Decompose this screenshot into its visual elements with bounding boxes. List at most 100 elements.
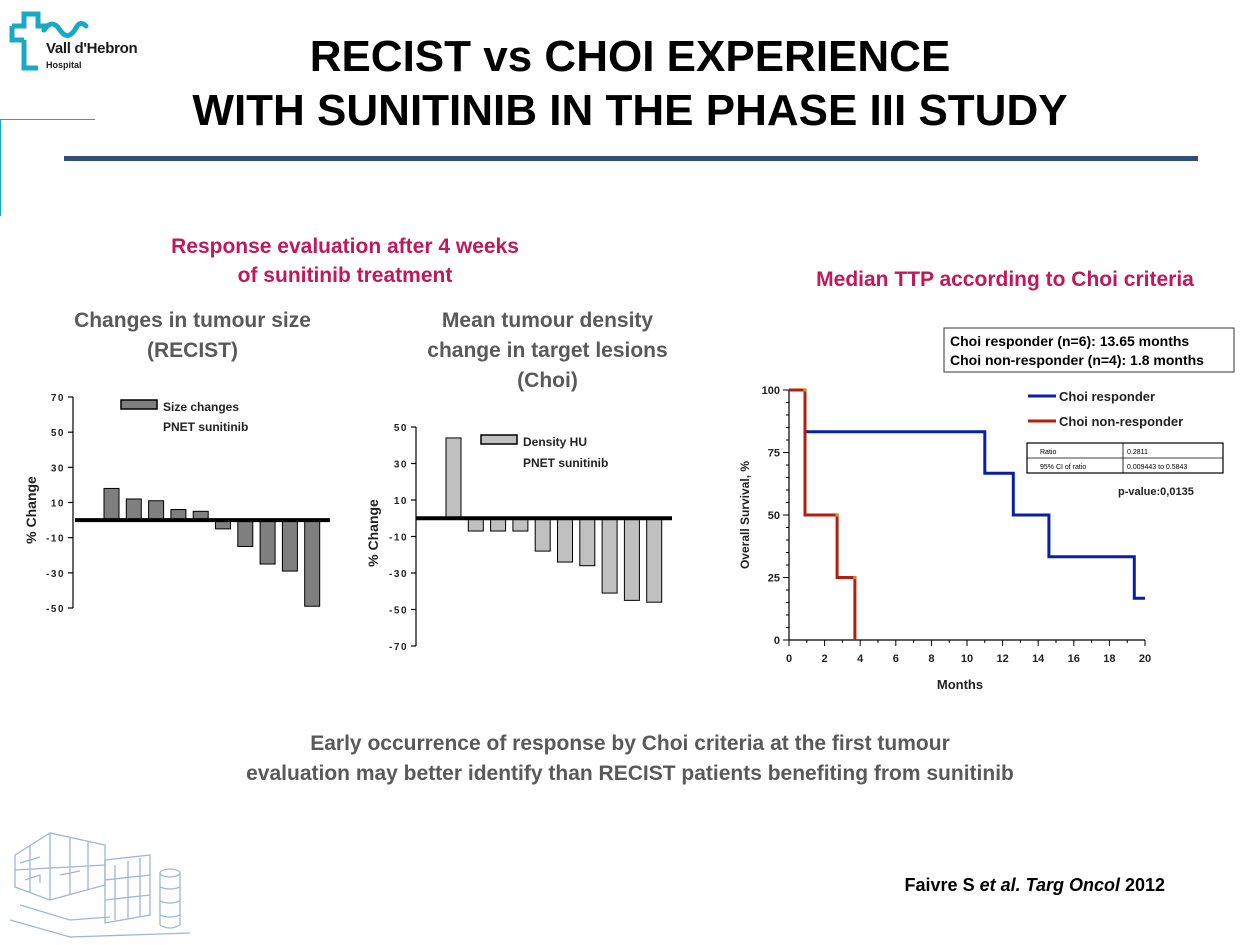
logo-wave-icon <box>41 20 89 38</box>
km-stats-ratio-value: 0.2811 <box>1127 449 1148 456</box>
choi-heading-line-1: Mean tumour density <box>441 309 654 332</box>
recist-legend-sub: PNET sunitinib <box>163 420 248 434</box>
recist-bars <box>75 487 330 607</box>
choi-y-tick-label: -50 <box>389 606 408 617</box>
choi-y-tick-label: 50 <box>394 423 408 434</box>
response-evaluation-line-1: Response evaluation after 4 weeks <box>171 235 519 258</box>
recist-axes: 70 50 30 10 -10 -30 -50 <box>46 393 74 615</box>
choi-bar <box>646 517 663 603</box>
logo-name: Vall d'Hebron <box>46 40 138 57</box>
choi-density-bar-chart: 50 30 10 -10 -30 -50 -70 % Change Density HU P… <box>365 423 672 653</box>
choi-y-tick-label: -10 <box>389 533 408 544</box>
citation-etal: et al. <box>979 875 1021 895</box>
km-y-tick-label: 75 <box>768 448 780 460</box>
recist-heading-line-2: (RECIST) <box>147 339 238 362</box>
km-y-tick-label: 100 <box>762 385 780 397</box>
logo-subtitle: Hospital <box>46 60 82 70</box>
recist-bar <box>259 519 276 565</box>
choi-legend-sub: PNET sunitinib <box>523 456 608 470</box>
choi-y-tick-label: 10 <box>394 496 408 507</box>
slide-title: RECIST vs CHOI EXPERIENCE WITH SUNITINIB… <box>130 30 1130 138</box>
km-stats-ci-value: 0.009443 to 0.5843 <box>1127 464 1187 471</box>
choi-chart-heading: Mean tumour density change in target les… <box>390 306 705 396</box>
choi-bar <box>623 517 640 601</box>
km-y-tick-label: 50 <box>768 510 780 522</box>
recist-bar <box>304 519 321 607</box>
km-x-tick-label: 2 <box>822 653 828 665</box>
km-p-value: p-value:0,0135 <box>1118 486 1194 498</box>
km-summary-box <box>943 327 1235 373</box>
km-line-non-responder <box>789 388 857 640</box>
km-x-tick-label: 20 <box>1139 653 1151 665</box>
citation-journal: Targ Oncol <box>1020 875 1120 895</box>
title-underline <box>64 156 1198 161</box>
recist-legend-swatch <box>120 399 158 410</box>
km-lines <box>789 388 1145 640</box>
choi-heading-line-2: change in target lesions <box>427 339 668 362</box>
choi-axes: 50 30 10 -10 -30 -50 -70 <box>389 423 417 653</box>
choi-bar <box>534 517 551 552</box>
km-summary-line-1: Choi responder (n=6): 13.65 months <box>950 333 1189 349</box>
choi-bar <box>557 517 573 563</box>
km-censor-mark <box>803 388 807 392</box>
recist-y-tick-label: 10 <box>51 499 65 510</box>
choi-bar <box>579 517 596 567</box>
km-x-tick-label: 14 <box>1032 653 1045 665</box>
hospital-building-illustration <box>10 832 191 938</box>
median-ttp-heading: Median TTP according to Choi criteria <box>816 268 1194 291</box>
km-x-label: Months <box>937 677 983 692</box>
recist-bar <box>237 519 254 547</box>
choi-bar <box>445 437 462 519</box>
km-x-tick-label: 6 <box>893 653 899 665</box>
km-x-tick-label: 12 <box>996 653 1008 665</box>
ttp-kaplan-meier-chart: Choi responder (n=6): 13.65 months Choi … <box>738 327 1235 692</box>
choi-y-tick-label: -70 <box>389 642 408 653</box>
conclusion-line-2: evaluation may better identify than RECI… <box>246 762 1014 785</box>
km-legend-nonresponder-label: Choi non-responder <box>1059 414 1183 429</box>
choi-y-tick-label: 30 <box>394 460 408 471</box>
conclusion-line-1: Early occurrence of response by Choi cri… <box>310 732 950 755</box>
km-axes: 0 25 50 75 100 0 2 4 6 8 10 12 14 16 18 20 <box>762 385 1151 665</box>
km-summary-line-2: Choi non-responder (n=4): 1.8 months <box>950 352 1204 368</box>
recist-y-tick-label: 30 <box>51 463 65 474</box>
response-evaluation-heading: Response evaluation after 4 weeks of sun… <box>120 232 570 290</box>
choi-bars <box>416 437 672 603</box>
recist-heading-line-1: Changes in tumour size <box>74 309 311 332</box>
choi-legend-swatch <box>480 434 518 445</box>
km-legend-responder-label: Choi responder <box>1059 389 1155 404</box>
km-y-label: Overall Survival, % <box>738 461 752 569</box>
km-y-tick-label: 25 <box>768 573 780 585</box>
response-evaluation-line-2: of sunitinib treatment <box>237 264 453 287</box>
citation-year: 2012 <box>1119 875 1165 895</box>
choi-legend-label: Density HU <box>523 435 587 449</box>
recist-y-tick-label: 70 <box>51 393 65 404</box>
km-censor-mark <box>853 575 857 580</box>
km-y-tick-label: 0 <box>774 635 780 647</box>
recist-bar <box>281 519 298 572</box>
recist-y-tick-label: -30 <box>46 569 65 580</box>
recist-chart-heading: Changes in tumour size (RECIST) <box>40 306 345 366</box>
conclusion-text: Early occurrence of response by Choi cri… <box>150 729 1110 789</box>
recist-y-tick-label: 50 <box>51 428 65 439</box>
choi-y-tick-label: -30 <box>389 569 408 580</box>
choi-bar <box>601 517 618 594</box>
choi-heading-line-3: (Choi) <box>517 369 578 392</box>
km-censor-mark <box>835 513 839 517</box>
recist-bar <box>148 500 165 521</box>
vall-dhebron-logo <box>9 11 89 71</box>
km-x-tick-label: 8 <box>928 653 934 665</box>
decorative-line-vertical <box>0 120 1 216</box>
logo-cross-icon <box>9 11 48 71</box>
slide-title-line-1: RECIST vs CHOI EXPERIENCE <box>309 32 951 81</box>
km-stats-ratio-label: Ratio <box>1040 449 1056 456</box>
recist-y-tick-label: -50 <box>46 604 65 615</box>
km-x-tick-label: 16 <box>1068 653 1080 665</box>
km-x-tick-label: 0 <box>786 653 792 665</box>
km-x-tick-label: 4 <box>857 653 864 665</box>
recist-y-label: % Change <box>23 476 39 544</box>
citation-author: Faivre S <box>904 875 980 895</box>
recist-legend-label: Size changes <box>163 400 239 414</box>
citation: Faivre S et al. Targ Oncol 2012 <box>830 875 1165 896</box>
decorative-line-horizontal <box>0 119 95 120</box>
